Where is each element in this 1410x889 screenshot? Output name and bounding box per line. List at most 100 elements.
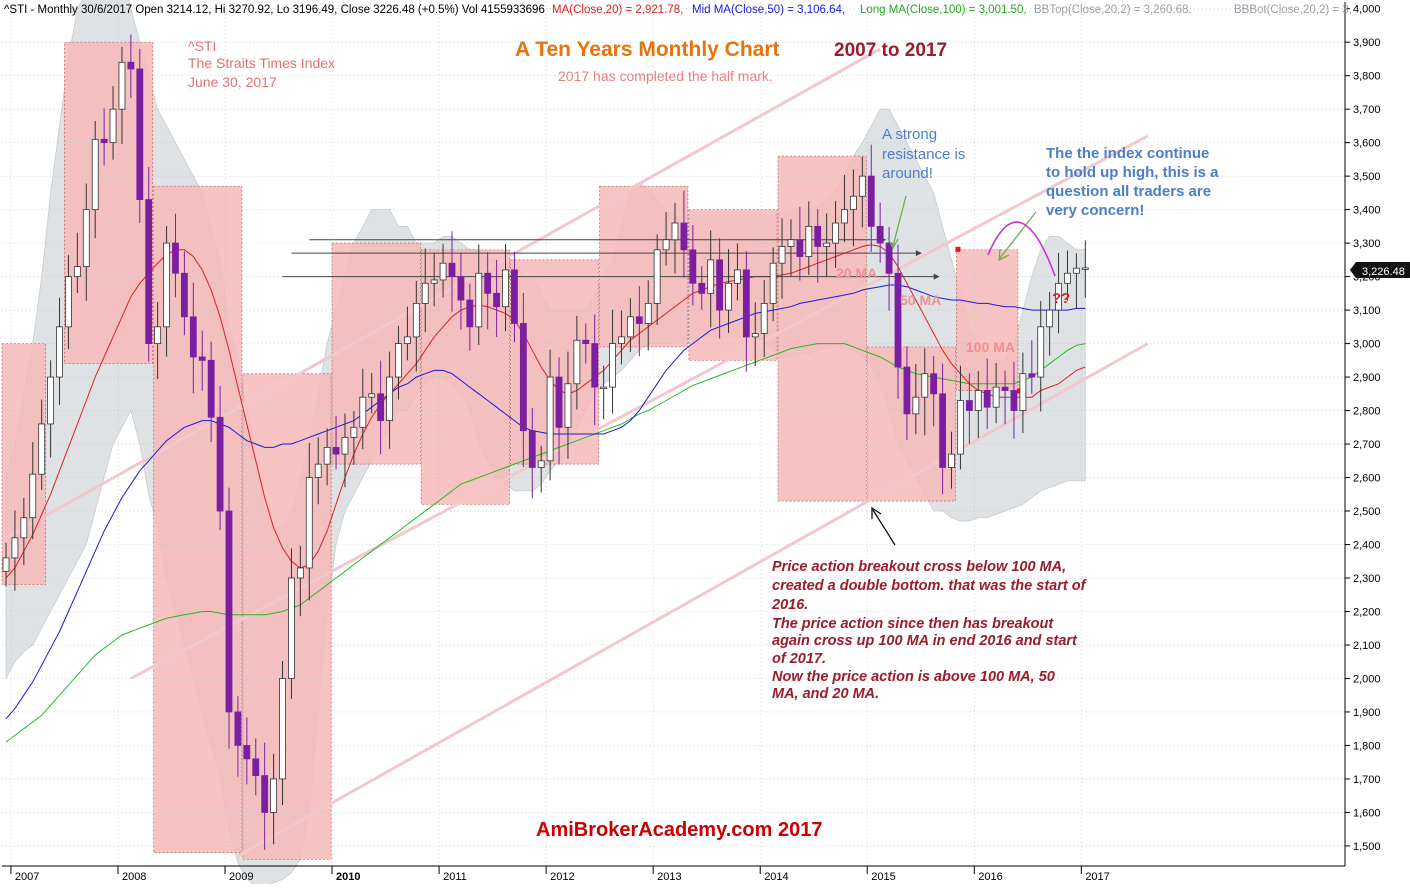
candle-body-5: [47, 376, 54, 425]
time-tick-label-2017: 2017: [1085, 871, 1109, 883]
commentary-line-5: again cross up 100 MA in end 2016 and st…: [772, 633, 1078, 649]
candle-body-4: [38, 423, 46, 475]
candle-body-65: [582, 339, 590, 344]
last-price-tag-shape: [1350, 262, 1410, 278]
candle-body-37: [332, 446, 340, 455]
candle-body-110: [983, 390, 991, 408]
price-tick-label-4000: 4,000: [1353, 4, 1381, 16]
candle-body-53: [475, 272, 483, 328]
candle-body-112: [1001, 386, 1009, 391]
candle-body-72: [644, 302, 652, 324]
candle-body-33: [296, 567, 304, 579]
candle-body-28: [252, 758, 260, 776]
candle-body-67: [600, 386, 608, 390]
candle-body-91: [814, 225, 822, 247]
annotation-arrows: [887, 195, 1037, 262]
resistance-arrowhead-2: [933, 273, 940, 280]
resistance-arrow: [892, 195, 907, 247]
candle-body-100: [894, 272, 902, 368]
candle-body-23: [207, 359, 215, 418]
candle-body-31: [279, 678, 286, 780]
price-tick-label-1500: 1,500: [1353, 841, 1381, 853]
resistance-note-line-3: around!: [882, 165, 933, 182]
candle-body-117: [1046, 309, 1054, 328]
price-tick-label-3900: 3,900: [1353, 37, 1381, 49]
candle-body-44: [395, 343, 402, 378]
candle-body-87: [778, 246, 786, 264]
price-tick-label-1800: 1,800: [1353, 740, 1381, 752]
candle-body-62: [555, 376, 563, 428]
commentary-line-2: created a double bottom. that was the st…: [772, 578, 1088, 594]
candle-body-64: [573, 339, 581, 385]
candle-body-22: [198, 356, 206, 361]
candle-body-14: [127, 61, 135, 70]
price-tick-label-3400: 3,400: [1353, 205, 1381, 217]
hold-high-arrow-head: [998, 248, 1010, 262]
candle-body-96: [858, 175, 866, 197]
candle-body-77: [689, 249, 697, 284]
commentary-line-7: Now the price action is above 100 MA, 50: [772, 669, 1055, 685]
time-tick-label-2013: 2013: [657, 871, 681, 883]
candle-body-57: [511, 269, 518, 324]
candle-body-0: [2, 557, 10, 572]
candle-body-25: [225, 510, 233, 713]
candle-body-49: [439, 262, 447, 281]
hold-high-arrow: [999, 211, 1037, 259]
candle-body-12: [109, 108, 117, 144]
box-marker-top: [955, 246, 961, 252]
price-tick-label-2200: 2,200: [1353, 606, 1381, 618]
candle-body-118: [1055, 282, 1062, 311]
price-tick-label-2700: 2,700: [1353, 439, 1381, 451]
last-price-value: 3,226.48: [1362, 266, 1405, 278]
candle-body-32: [288, 577, 295, 679]
candle-body-30: [270, 778, 278, 813]
candle-body-29: [261, 775, 269, 813]
candle-body-75: [671, 222, 679, 241]
candle-body-78: [698, 282, 706, 294]
candle-body-81: [725, 282, 732, 311]
candle-body-55: [493, 292, 501, 308]
chart-title: A Ten Years Monthly Chart: [515, 38, 780, 61]
price-tick-label-2900: 2,900: [1353, 372, 1381, 384]
projection-arc: [987, 221, 1056, 277]
resistance-note-line-2: resistance is: [882, 146, 965, 163]
candle-body-8: [73, 266, 81, 278]
candle-body-108: [965, 400, 973, 411]
range-box-3: [242, 373, 332, 860]
double-bottom-arrow: [871, 506, 896, 546]
price-tick-label-3800: 3,800: [1353, 71, 1381, 83]
header-ma20: MA(Close,20) = 2,921.78,: [552, 4, 683, 16]
price-tick-label-2000: 2,000: [1353, 673, 1381, 685]
candle-body-88: [787, 239, 795, 247]
candle-body-34: [305, 477, 313, 569]
price-tick-label-3700: 3,700: [1353, 104, 1381, 116]
candle-body-70: [627, 316, 634, 338]
candle-body-17: [154, 326, 162, 344]
candle-body-50: [448, 262, 456, 278]
commentary-line-4: The price action since then has breakout: [772, 616, 1054, 632]
candle-body-89: [796, 239, 804, 257]
candle-body-107: [957, 400, 964, 455]
candle-body-48: [430, 279, 438, 284]
range-box-9: [777, 155, 867, 502]
candle-body-68: [609, 343, 616, 388]
candle-body-79: [707, 259, 715, 294]
candle-body-54: [484, 272, 492, 294]
commentary-line-1: Price action breakout cross below 100 MA…: [772, 559, 1066, 575]
candle-body-20: [180, 272, 188, 318]
candle-body-3: [29, 473, 37, 519]
candle-body-9: [82, 209, 90, 267]
candle-body-93: [832, 222, 839, 244]
candle-body-120: [1073, 267, 1080, 274]
candle-body-80: [716, 259, 723, 311]
candle-body-114: [1019, 373, 1027, 411]
header-mid-ma: Mid MA(Close,50) = 3,106.64,: [692, 4, 845, 16]
commentary-line-6: of 2017.: [772, 651, 826, 667]
candle-body-85: [760, 302, 768, 334]
index-date: June 30, 2017: [188, 74, 277, 90]
candle-body-2: [20, 517, 28, 539]
candle-body-69: [618, 336, 625, 344]
candle-body-18: [163, 242, 170, 328]
candle-body-16: [145, 199, 153, 344]
